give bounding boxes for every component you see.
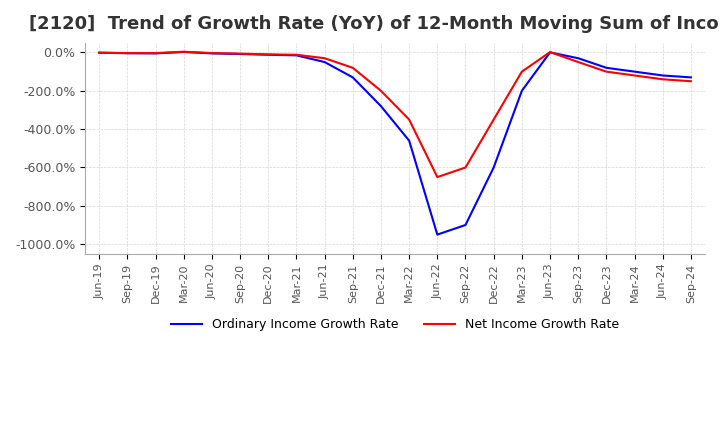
Net Income Growth Rate [490, 117, 498, 122]
Line: Ordinary Income Growth Rate: Ordinary Income Growth Rate [99, 52, 691, 235]
Ordinary Income Growth Rate [151, 51, 160, 56]
Ordinary Income Growth Rate [179, 49, 188, 55]
Ordinary Income Growth Rate [207, 51, 216, 56]
Ordinary Income Growth Rate [546, 50, 554, 55]
Net Income Growth Rate [687, 79, 696, 84]
Net Income Growth Rate [235, 51, 244, 56]
Net Income Growth Rate [630, 73, 639, 78]
Ordinary Income Growth Rate [490, 165, 498, 170]
Legend: Ordinary Income Growth Rate, Net Income Growth Rate: Ordinary Income Growth Rate, Net Income … [166, 313, 624, 336]
Ordinary Income Growth Rate [630, 69, 639, 74]
Ordinary Income Growth Rate [348, 75, 357, 80]
Net Income Growth Rate [574, 59, 582, 65]
Ordinary Income Growth Rate [123, 51, 132, 56]
Ordinary Income Growth Rate [320, 59, 329, 65]
Net Income Growth Rate [207, 51, 216, 56]
Net Income Growth Rate [95, 50, 104, 55]
Net Income Growth Rate [264, 52, 273, 57]
Ordinary Income Growth Rate [433, 232, 441, 237]
Net Income Growth Rate [462, 165, 470, 170]
Net Income Growth Rate [433, 174, 441, 180]
Net Income Growth Rate [602, 69, 611, 74]
Ordinary Income Growth Rate [292, 53, 301, 58]
Ordinary Income Growth Rate [95, 50, 104, 55]
Net Income Growth Rate [151, 51, 160, 56]
Ordinary Income Growth Rate [462, 222, 470, 227]
Net Income Growth Rate [123, 51, 132, 56]
Ordinary Income Growth Rate [377, 103, 385, 109]
Ordinary Income Growth Rate [687, 75, 696, 80]
Net Income Growth Rate [658, 77, 667, 82]
Net Income Growth Rate [405, 117, 413, 122]
Net Income Growth Rate [320, 55, 329, 61]
Net Income Growth Rate [518, 69, 526, 74]
Ordinary Income Growth Rate [264, 52, 273, 57]
Ordinary Income Growth Rate [658, 73, 667, 78]
Ordinary Income Growth Rate [235, 51, 244, 57]
Ordinary Income Growth Rate [574, 55, 582, 61]
Title: [2120]  Trend of Growth Rate (YoY) of 12-Month Moving Sum of Incomes: [2120] Trend of Growth Rate (YoY) of 12-… [30, 15, 720, 33]
Ordinary Income Growth Rate [518, 88, 526, 93]
Net Income Growth Rate [546, 49, 554, 55]
Line: Net Income Growth Rate: Net Income Growth Rate [99, 52, 691, 177]
Ordinary Income Growth Rate [602, 65, 611, 70]
Net Income Growth Rate [377, 88, 385, 93]
Net Income Growth Rate [348, 65, 357, 70]
Net Income Growth Rate [179, 49, 188, 55]
Ordinary Income Growth Rate [405, 138, 413, 143]
Net Income Growth Rate [292, 52, 301, 57]
